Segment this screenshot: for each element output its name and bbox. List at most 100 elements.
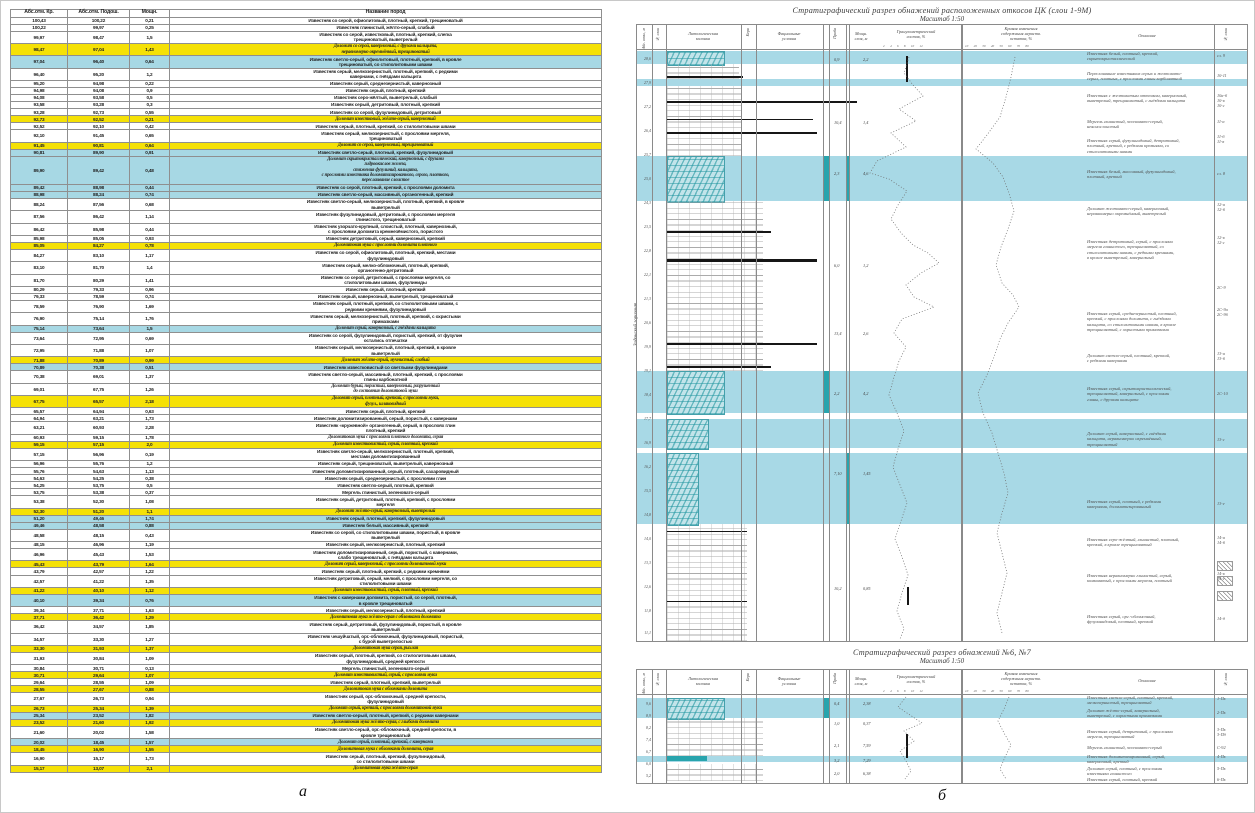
table-row: 93,58 93,28 0,3 Известняк серый, детритовый… [10,101,602,110]
lithology-teal-bar [846,453,850,524]
marker-bed-line [667,366,771,368]
rock-description-cell: Доломитовая мука жёлто-серая [169,764,602,773]
layer-description: Известняк серый, среднезернистый, плотны… [1087,311,1177,333]
rock-description-cell: Известняк детритовый, серый, мелкий, с п… [169,574,602,588]
grid-vertical-line [652,669,653,783]
table-row: 25,34 23,52 1,82 Известняк светло-серый, пл… [10,711,602,720]
rock-description-cell: Доломит серый, плотный, крепкий, с просл… [169,394,602,409]
grid-vertical-line [849,669,850,783]
rock-description-cell: Известняк узорчато-крупный, слоистый, пл… [169,222,602,236]
depth-label: 21,3 [644,296,651,301]
grid-vertical-line [741,24,742,641]
rock-description-cell: Известняк серый, плотный, крепкий [169,86,602,96]
layer-code: 10а-б 10-в 10-г [1217,93,1228,108]
log-curve [869,56,940,640]
grid-vertical-line [829,669,830,783]
legend-hatch-swatch [1217,591,1233,601]
rock-description-cell: Известняк с кавернами доломита, пористый… [169,593,602,608]
top-elevation-cell: 73,64 [10,331,68,345]
rock-description-cell: Известняк серый, мелкозернистый, плотный… [169,343,602,358]
top-elevation-cell: 21,60 [10,725,68,740]
rock-description-cell: Известняк серый, мелкозернистый, плотный… [169,606,602,615]
rock-description-cell: Известняк светло-серый, плотный, крепкий… [169,711,602,720]
table-body: 100,43 100,22 0,21 Известняк со серой, офио… [10,16,602,773]
table-row: 87,56 86,42 1,14 Известняк фузулинидовый, д… [10,210,602,224]
grid-horizontal-line [636,669,1248,670]
thickness-value: 2,6 [863,331,869,336]
thickness-cell: 1,73 [129,752,170,766]
rock-description-cell: Известняк светло-серый, мелкозернистый, … [169,447,602,462]
marker-bed-line [667,259,817,262]
layer-description: Доломит серый, плотный, с прослоями изве… [1087,766,1163,777]
table-row: 95,20 94,98 0,22 Известняк серый, среднезер… [10,79,602,88]
depth-label: 18,4 [644,392,651,397]
legend-hatch-swatch [1217,561,1233,571]
top-elevation-cell: 40,10 [10,593,68,608]
rock-description-cell: Доломит известковый, жёлто-серый, каверн… [169,115,602,124]
table-row: 15,17 13,07 2,1 Доломитовая мука жёлто-сера… [10,764,602,773]
layer-code: 5-Пк [1217,766,1226,771]
log-column-header: 2 4 6 8 10 12 [883,44,923,48]
lithology-brick-pattern [667,64,739,79]
depth-label: 27,2 [644,104,651,109]
depth-label: 17,7 [644,416,651,421]
depth-label: 5,2 [646,773,651,778]
log-curve [975,56,1020,634]
table-row: 48,58 48,15 0,43 Известняк со серой, со сти… [10,528,602,543]
thickness-value: 2,38 [863,701,871,706]
thickness-value: 10,4 [834,120,842,125]
grid-vertical-line [846,24,847,641]
grid-vertical-line [823,24,824,641]
depth-label: 12,6 [644,584,651,589]
highlight-band [636,156,1248,201]
depth-label: 16,9 [644,440,651,445]
log-column-header: Описание [1138,678,1156,683]
grid-vertical-line [961,669,963,783]
table-row: 53,38 52,30 1,08 Известняк серый, детритовы… [10,495,602,509]
rock-description-cell: Известняк серый, мелкозернистый, плотный… [169,67,602,81]
top-elevation-cell: 78,59 [10,299,68,314]
layer-code: 12-а 12-б [1217,202,1225,212]
thickness-cell: 0,19 [129,447,170,462]
thickness-value: 7,10 [834,471,842,476]
layer-description: Известняк белый, массивный, фузулинидовы… [1087,169,1176,180]
grid-vertical-line [849,24,850,641]
table-row: 99,97 98,47 1,5 Известняк со серой, известк… [10,30,602,45]
log-column-header: Фациальные условия [777,31,801,41]
marker-bed-line [667,601,747,603]
table-row: 76,90 75,14 1,76 Известняк серый, мелкозерн… [10,312,602,326]
depth-label: 14,8 [644,512,651,517]
layer-code: сл. 8 [1217,171,1226,176]
table-row: 96,40 95,20 1,2 Известняк серый, мелкозерни… [10,67,602,81]
marker-bed-line [667,76,743,78]
layer-code: 4-Пк [1217,754,1226,759]
table-row: 83,10 81,70 1,4 Известняк серый, мелко-обло… [10,261,602,275]
rock-description-cell: Известняк серый, детритовый, плотный, кр… [169,495,602,509]
depth-label: 23,5 [644,224,651,229]
table-row: 51,20 49,46 1,74 Известняк серый, плотный, … [10,514,602,523]
thickness-value: 1,45 [863,471,871,476]
figure-label-a: а [299,783,307,800]
bottom-elevation-cell: 41,22 [67,574,130,588]
rock-description-cell: Известняк чешуйчатый, орг.-обломочный, ф… [169,632,602,646]
rock-description-cell: Известняк серый, плотный, крепкий, со ст… [169,651,602,666]
table-row: 30,84 30,71 0,13 Мергель глинистый, зеленов… [10,664,602,673]
layer-code: 3-Пк 3-Пд [1217,727,1226,737]
rock-description-cell: Доломит серый, крепкий, с прослоями доло… [169,704,602,713]
thickness-cell: 0,76 [129,593,170,608]
thickness-value: 10,2 [834,586,842,591]
marker-bed-line [667,101,857,104]
rock-description-cell: Известняк серый, мелкозернистый, с просл… [169,129,602,143]
grid-vertical-line [636,24,637,641]
depth-label: 28,6 [644,56,651,61]
top-elevation-cell: 86,42 [10,222,68,236]
layer-code: 11-б 11-в [1217,134,1225,144]
grid-vertical-line [823,669,824,783]
log2-scale: Масштаб 1:50 [919,657,965,665]
thickness-value: 2,1 [834,743,840,748]
bottom-elevation-cell: 52,30 [67,495,130,509]
grid-vertical-line [652,24,653,641]
rock-description-cell: Известняк серый, плотный, крепкий, фузул… [169,752,602,766]
grid-vertical-line [741,669,742,783]
bottom-elevation-cell: 20,02 [67,725,130,740]
